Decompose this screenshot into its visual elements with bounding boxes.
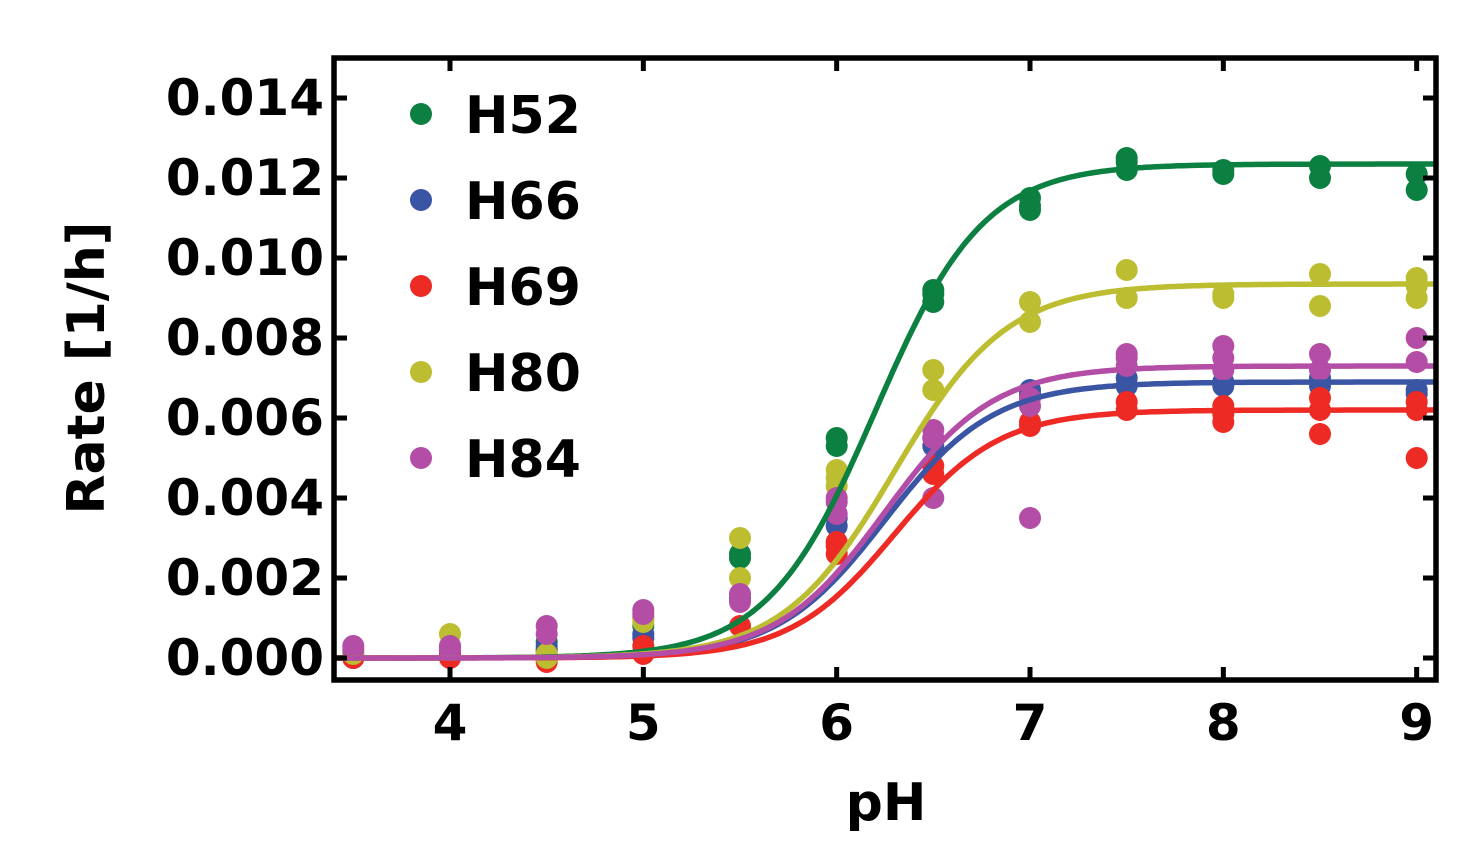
data-point-h84-26 bbox=[1309, 343, 1331, 365]
y-tick-label-5: 0.010 bbox=[166, 229, 324, 287]
data-point-h84-1 bbox=[342, 635, 365, 657]
fit-curve-h66 bbox=[334, 379, 1436, 661]
data-point-h80-8 bbox=[729, 527, 751, 549]
legend-label-h66: H66 bbox=[465, 172, 581, 232]
data-point-h69-23 bbox=[1405, 447, 1428, 469]
x-axis-title: pH bbox=[846, 773, 927, 833]
legend-label-h52: H52 bbox=[465, 86, 581, 146]
legend-marker-h80 bbox=[410, 361, 432, 383]
data-point-h52-9 bbox=[729, 543, 751, 565]
y-tick-label-3: 0.006 bbox=[166, 389, 324, 447]
data-point-h52-17 bbox=[1019, 195, 1041, 217]
data-point-h84-24 bbox=[1212, 335, 1235, 357]
y-tick-label-0: 0.000 bbox=[166, 629, 324, 687]
data-point-h80-11 bbox=[825, 459, 848, 481]
data-point-h84-16 bbox=[1019, 507, 1041, 529]
x-tick-label-1: 5 bbox=[626, 694, 661, 752]
legend-marker-h66 bbox=[410, 189, 432, 211]
data-point-h80-20 bbox=[1309, 295, 1331, 317]
legend-label-h69: H69 bbox=[465, 258, 581, 318]
data-point-h80-17 bbox=[1115, 259, 1138, 281]
data-point-h84-21 bbox=[1115, 343, 1138, 365]
data-point-h84-7 bbox=[632, 599, 655, 621]
data-point-h69-10 bbox=[825, 531, 848, 553]
data-point-h80-13 bbox=[922, 359, 945, 381]
legend-marker-h84 bbox=[410, 447, 432, 469]
axes-layer: 4 5 6 7 8 9 0.000 0.002 0.004 0.006 0.008 0.010 0.01… bbox=[166, 55, 1439, 752]
data-point-h52-11 bbox=[825, 427, 848, 449]
data-point-h52-25 bbox=[1405, 179, 1428, 201]
data-point-h80-19 bbox=[1212, 283, 1235, 305]
data-point-h69-20 bbox=[1309, 423, 1331, 445]
data-point-h80-12 bbox=[922, 379, 945, 401]
legend-label-h80: H80 bbox=[465, 344, 581, 404]
data-point-h84-27 bbox=[1405, 351, 1428, 373]
x-tick-label-3: 7 bbox=[1013, 694, 1048, 752]
legend: H52 H66 H69 H80 H84 bbox=[410, 86, 581, 490]
x-tick-label-0: 4 bbox=[433, 694, 468, 752]
data-point-h80-7 bbox=[729, 567, 751, 589]
y-tick-label-6: 0.012 bbox=[166, 149, 324, 207]
data-point-h69-22 bbox=[1309, 387, 1331, 409]
data-point-h80-15 bbox=[1019, 291, 1041, 313]
y-tick-label-2: 0.004 bbox=[166, 469, 324, 527]
data-point-h69-16 bbox=[1115, 391, 1138, 413]
data-point-h52-26 bbox=[1405, 163, 1428, 185]
plot-frame bbox=[331, 55, 1439, 683]
x-tick-label-5: 9 bbox=[1399, 694, 1434, 752]
data-point-h84-3 bbox=[439, 635, 461, 657]
legend-marker-h69 bbox=[410, 275, 432, 297]
data-point-h69-19 bbox=[1212, 395, 1235, 417]
data-point-h52-20 bbox=[1115, 147, 1138, 169]
y-tick-label-4: 0.008 bbox=[166, 309, 324, 367]
data-point-h84-9 bbox=[729, 583, 751, 605]
y-tick-label-7: 0.014 bbox=[166, 69, 324, 127]
x-tick-label-2: 6 bbox=[819, 694, 854, 752]
legend-label-h84: H84 bbox=[465, 430, 581, 490]
data-point-h80-21 bbox=[1309, 263, 1331, 285]
legend-marker-h52 bbox=[410, 103, 432, 125]
data-point-h84-28 bbox=[1405, 327, 1428, 349]
fit-curve-h84 bbox=[334, 363, 1436, 661]
data-point-h84-15 bbox=[922, 419, 945, 441]
marks-layer bbox=[334, 147, 1436, 673]
y-axis-title: Rate [1/h] bbox=[57, 221, 117, 514]
data-point-h84-5 bbox=[535, 615, 558, 637]
y-tick-label-1: 0.002 bbox=[166, 549, 324, 607]
x-tick-label-4: 8 bbox=[1206, 694, 1241, 752]
